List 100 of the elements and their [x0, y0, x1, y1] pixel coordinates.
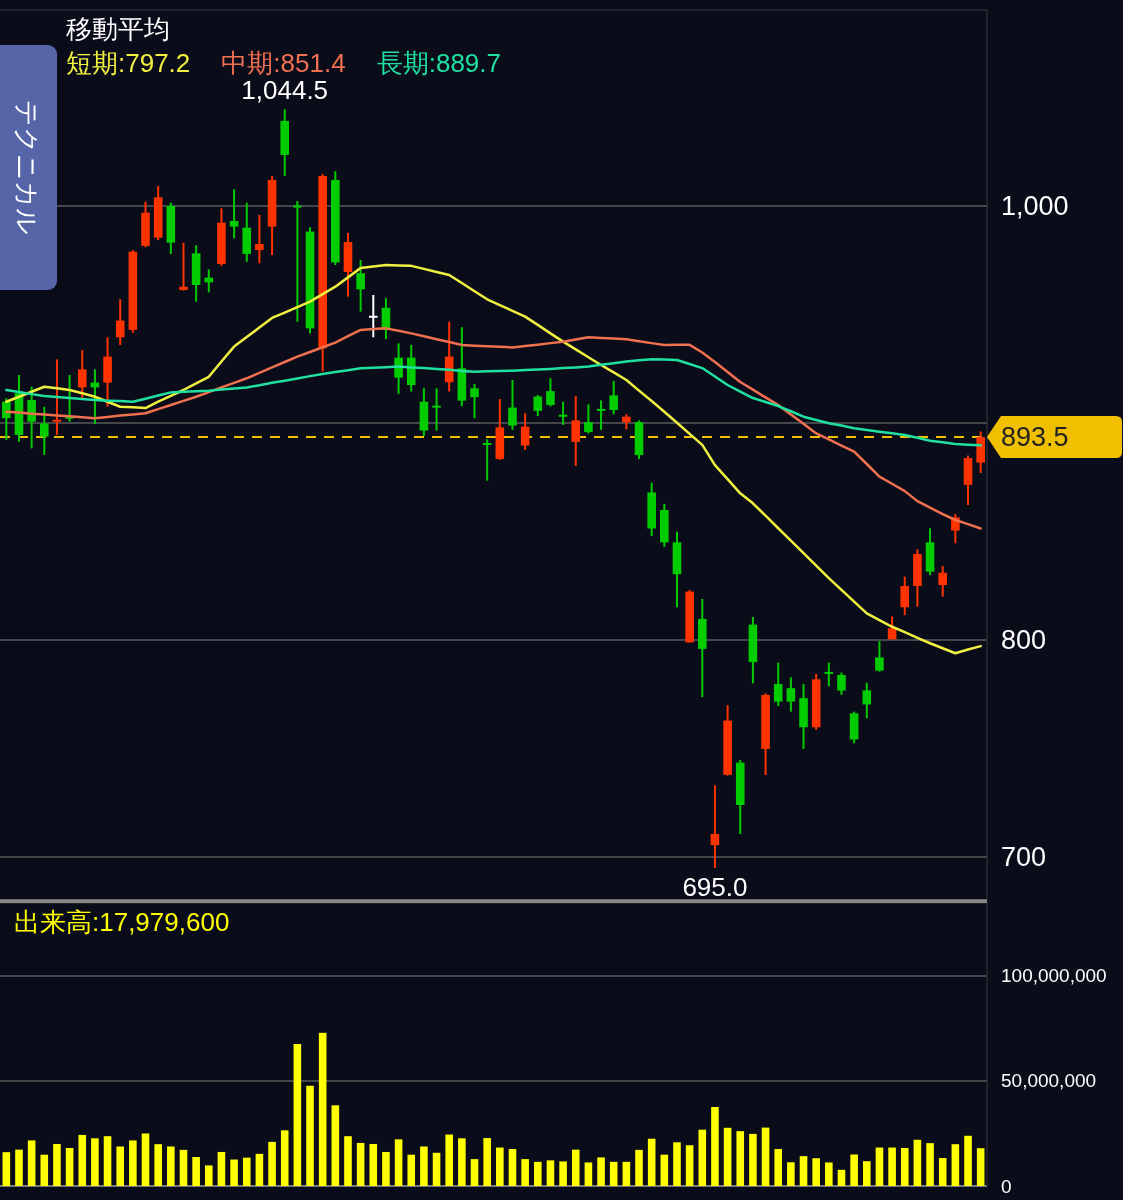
- bar: [167, 1146, 175, 1186]
- bar: [53, 1143, 61, 1186]
- bar: [597, 1157, 605, 1186]
- bar: [40, 1154, 49, 1186]
- candlestick: [508, 379, 517, 431]
- candlestick: [875, 640, 884, 673]
- candlestick: [938, 565, 948, 598]
- bar: [571, 1149, 580, 1186]
- candlestick: [824, 661, 834, 688]
- candlestick: [255, 213, 264, 265]
- text: 短期:797.2: [66, 48, 191, 78]
- bar: [458, 1138, 466, 1186]
- candlestick: [470, 382, 479, 420]
- y-tick-label: 50,000,000: [1001, 1070, 1097, 1092]
- bar: [230, 1159, 238, 1186]
- y-tick-label: 100,000,000: [1001, 965, 1107, 987]
- bar: [926, 1143, 934, 1186]
- legend-title: 移動平均: [66, 14, 170, 44]
- bar: [774, 1149, 783, 1186]
- candlestick: [837, 671, 846, 696]
- text: 中期:851.4: [221, 48, 346, 78]
- bar: [508, 1149, 517, 1186]
- bar: [900, 1147, 909, 1186]
- bar: [331, 1105, 340, 1186]
- bar: [635, 1149, 643, 1186]
- bar: [951, 1144, 960, 1186]
- bar: [761, 1127, 770, 1186]
- bar: [306, 1085, 314, 1186]
- candlestick: [356, 259, 365, 313]
- annotation: 1,044.5: [241, 75, 329, 106]
- candlestick: [482, 438, 492, 482]
- bar: [27, 1140, 36, 1186]
- candlestick: [596, 399, 606, 431]
- candlestick: [786, 676, 796, 713]
- candlestick: [179, 241, 188, 292]
- bar: [862, 1161, 871, 1186]
- candlestick: [52, 358, 62, 436]
- bar: [496, 1147, 504, 1186]
- bar: [204, 1165, 213, 1186]
- bar: [609, 1161, 618, 1186]
- bar: [723, 1127, 732, 1186]
- annotation: 695.0: [682, 871, 748, 902]
- bar: [420, 1146, 428, 1186]
- candlestick: [710, 784, 720, 869]
- bar: [103, 1136, 112, 1186]
- bar: [2, 1152, 11, 1186]
- bar: [749, 1133, 757, 1186]
- bar: [837, 1169, 846, 1186]
- y-tick-label: 0: [1001, 1175, 1012, 1197]
- bar: [116, 1146, 125, 1186]
- bar: [711, 1107, 719, 1186]
- bar: [15, 1149, 23, 1186]
- candlestick: [27, 385, 36, 450]
- bar: [483, 1138, 491, 1186]
- bar: [356, 1142, 365, 1186]
- bar: [825, 1162, 833, 1186]
- bar: [736, 1131, 745, 1186]
- bar: [78, 1134, 87, 1186]
- bar: [445, 1134, 454, 1186]
- bar: [812, 1158, 820, 1186]
- candlestick: [862, 681, 872, 720]
- candlestick: [432, 387, 441, 432]
- bar: [964, 1135, 972, 1186]
- bar: [546, 1160, 555, 1186]
- bar: [698, 1129, 707, 1186]
- bar: [787, 1162, 795, 1186]
- bar: [584, 1162, 593, 1186]
- bar: [179, 1149, 188, 1186]
- ref-line-label: 893.5: [1001, 422, 1069, 453]
- bar: [382, 1151, 390, 1186]
- y-tick-label: 800: [1001, 625, 1047, 656]
- bar: [622, 1161, 631, 1186]
- bar: [65, 1147, 74, 1186]
- bar: [432, 1152, 441, 1186]
- candlestick: [533, 393, 543, 418]
- bar: [154, 1144, 162, 1186]
- candlestick: [520, 412, 530, 451]
- bar: [407, 1154, 416, 1186]
- bar: [660, 1154, 669, 1186]
- candlestick: [546, 377, 555, 408]
- candlestick: [115, 298, 125, 347]
- candlestick: [584, 403, 593, 435]
- bar: [394, 1139, 403, 1186]
- bar: [217, 1151, 226, 1186]
- bar: [192, 1157, 200, 1186]
- bar: [976, 1148, 985, 1186]
- bar: [344, 1136, 352, 1186]
- bar: [470, 1159, 479, 1186]
- candlestick: [2, 397, 11, 441]
- bar: [888, 1147, 896, 1186]
- bar: [268, 1141, 276, 1186]
- bar: [559, 1161, 567, 1186]
- candlestick: [773, 661, 783, 707]
- y-tick-label: 1,000: [1001, 190, 1069, 221]
- candlestick: [571, 395, 581, 467]
- bar: [685, 1145, 694, 1186]
- bar: [521, 1159, 529, 1186]
- candlestick: [39, 405, 49, 456]
- bar: [938, 1158, 947, 1186]
- bar: [647, 1138, 656, 1186]
